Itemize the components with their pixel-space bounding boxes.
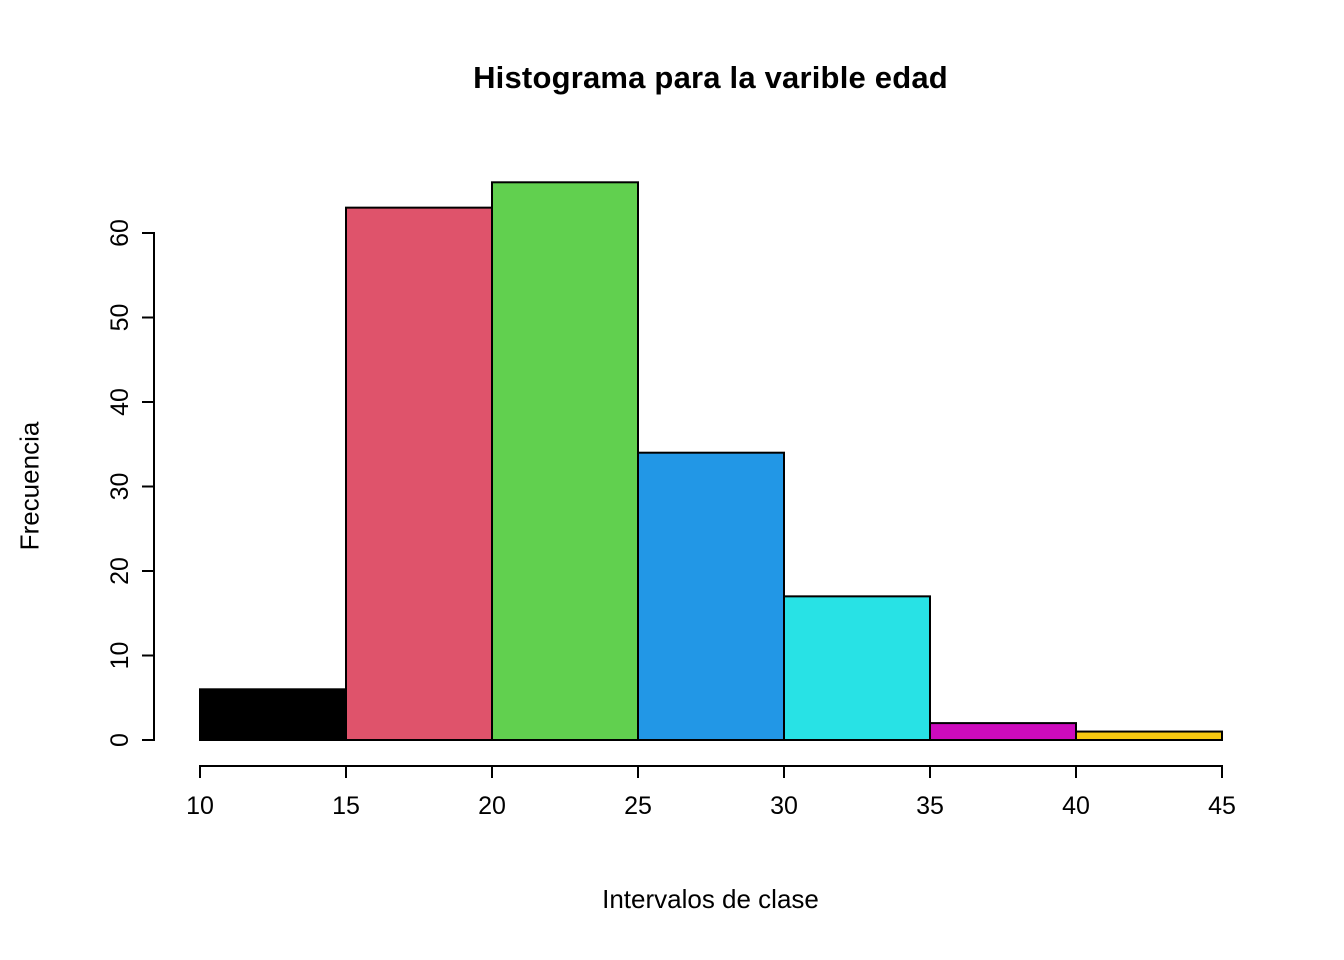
histogram-bar xyxy=(637,451,785,741)
x-tick-label: 20 xyxy=(478,792,506,820)
y-tick-label: 60 xyxy=(106,219,134,247)
y-tick-label: 10 xyxy=(106,642,134,670)
x-tick-label: 35 xyxy=(916,792,944,820)
histogram-bar xyxy=(929,722,1077,741)
histogram-bar xyxy=(783,595,931,741)
y-tick-label: 20 xyxy=(106,557,134,585)
x-axis-label: Intervalos de clase xyxy=(602,884,819,914)
x-tick-label: 25 xyxy=(624,792,652,820)
histogram-bar xyxy=(199,688,347,741)
y-tick-label: 50 xyxy=(106,304,134,332)
histogram-bar xyxy=(1075,730,1223,741)
histogram-bar xyxy=(491,181,639,742)
x-tick-label: 45 xyxy=(1208,792,1236,820)
y-tick-label: 0 xyxy=(106,733,134,747)
x-tick-label: 30 xyxy=(770,792,798,820)
y-axis-label: Frecuencia xyxy=(14,421,45,551)
y-tick-label: 40 xyxy=(106,388,134,416)
histogram-bar xyxy=(345,206,493,741)
x-tick-label: 40 xyxy=(1062,792,1090,820)
x-tick-label: 15 xyxy=(332,792,360,820)
y-tick-label: 30 xyxy=(106,473,134,501)
x-tick-label: 10 xyxy=(186,792,214,820)
chart-title: Histograma para la varible edad xyxy=(473,60,948,95)
